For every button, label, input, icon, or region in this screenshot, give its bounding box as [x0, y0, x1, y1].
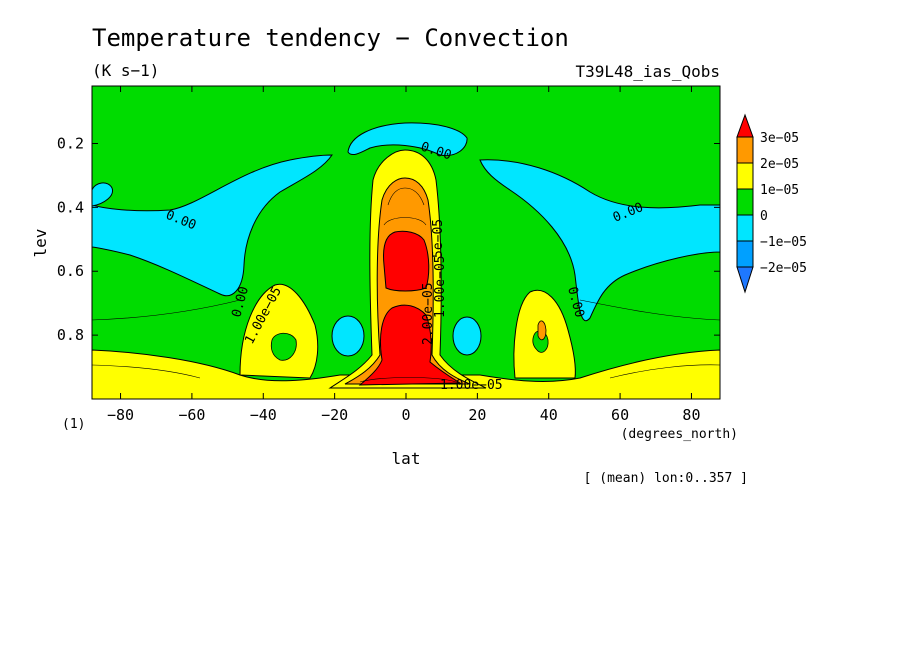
colorbar-label: 2e−05 — [760, 157, 799, 172]
colorbar-label: 3e−05 — [760, 131, 799, 146]
colorbar-segment-1e5-2e5 — [736, 162, 754, 190]
x-tick-label: 40 — [540, 406, 558, 424]
negative-blob-lower-right — [452, 316, 482, 356]
colorbar-segment-m1e5-0 — [736, 214, 754, 242]
green-spot-left — [270, 332, 297, 361]
x-axis-ticks: −80 −60 −40 −20 0 20 40 60 80 — [107, 86, 700, 424]
x-tick-label: 20 — [468, 406, 486, 424]
colorbar-label: −1e−05 — [760, 235, 807, 250]
x-tick-label: 80 — [682, 406, 700, 424]
column-band-above-3e5-lower — [358, 304, 462, 386]
x-tick-label: 0 — [401, 406, 410, 424]
contour-label: 2.00e−05 — [421, 282, 436, 345]
band-1e5-2e5-bottom — [92, 349, 720, 399]
contour-lines — [92, 187, 720, 383]
negative-region-left — [92, 154, 333, 297]
experiment-label: T39L48_ias_Qobs — [576, 62, 721, 81]
y-axis-units: (1) — [62, 417, 85, 432]
mean-note: [ (mean) lon:0..357 ] — [584, 471, 748, 486]
y-axis-label: lev — [31, 229, 50, 258]
colorbar-segment-m2e5-m1e5 — [736, 240, 754, 268]
negative-blob-lower-left — [331, 315, 365, 357]
x-tick-label: 60 — [611, 406, 629, 424]
x-tick-label: −40 — [250, 406, 277, 424]
x-tick-label: −60 — [178, 406, 205, 424]
x-tick-label: −80 — [107, 406, 134, 424]
colorbar-segment-below-m2e5 — [736, 266, 754, 294]
negative-region-right — [479, 159, 720, 322]
y-tick-label: 0.8 — [57, 326, 84, 344]
contour-label: 5e−05 — [431, 219, 446, 258]
column-band-above-3e5-upper — [383, 230, 430, 292]
y-tick-label: 0.2 — [57, 134, 84, 152]
negative-region-top — [347, 122, 468, 157]
orange-spot-right — [537, 320, 547, 341]
chart-units: (K s−1) — [92, 61, 159, 80]
contour-label: 1.00e−05 — [440, 378, 503, 393]
colorbar: 3e−05 2e−05 1e−05 0 −1e−05 −2e−05 — [736, 113, 807, 294]
colorbar-segment-2e5-3e5 — [736, 136, 754, 164]
colorbar-label: 1e−05 — [760, 183, 799, 198]
x-tick-label: −20 — [321, 406, 348, 424]
y-tick-label: 0.4 — [57, 198, 84, 216]
x-axis-label: lat — [392, 449, 421, 468]
colorbar-label: 0 — [760, 209, 768, 224]
plot-area — [92, 86, 720, 399]
colorbar-segment-0-1e5 — [736, 188, 754, 216]
chart-title: Temperature tendency − Convection — [92, 24, 569, 52]
y-axis-ticks: 0.2 0.4 0.6 0.8 — [57, 134, 720, 344]
negative-region-left-small — [92, 182, 113, 207]
colorbar-label: −2e−05 — [760, 261, 807, 276]
colorbar-segment-above-3e5 — [736, 113, 754, 138]
contour-label: 1.00e−05 — [433, 255, 448, 318]
y-tick-label: 0.6 — [57, 262, 84, 280]
band-1e5-2e5-left-lobe — [239, 283, 319, 379]
x-axis-units: (degrees_north) — [621, 427, 738, 442]
